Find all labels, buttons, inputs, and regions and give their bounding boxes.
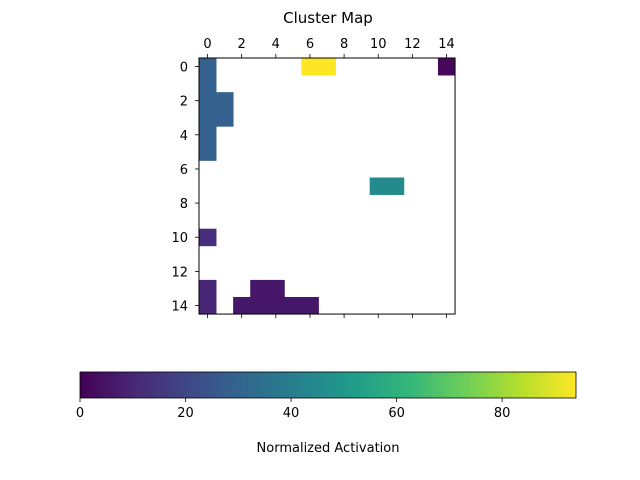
heatmap-cell: [199, 92, 217, 110]
heatmap-cell: [199, 296, 217, 315]
heatmap-cell: [199, 109, 217, 127]
chart-title: Cluster Map: [283, 9, 373, 27]
x-tick-label: 8: [340, 37, 348, 52]
y-tick-label: 0: [180, 61, 188, 76]
heatmap-cell: [216, 109, 234, 127]
heatmap-cell: [199, 228, 217, 247]
x-tick-label: 10: [370, 37, 387, 52]
x-tick-label: 4: [272, 37, 280, 52]
heatmap-cell: [199, 279, 217, 298]
heatmap-cell: [386, 177, 405, 195]
colorbar-tick-label: 0: [76, 406, 84, 421]
heatmap-cell: [437, 58, 456, 76]
heatmap-cell: [301, 296, 319, 315]
y-tick-label: 8: [180, 197, 188, 212]
heatmap-cell: [369, 177, 388, 195]
heatmap-cell: [318, 58, 336, 76]
heatmap-cell: [199, 126, 217, 144]
y-tick-label: 4: [180, 129, 188, 144]
colorbar-ticks: 0 20 40 60 80: [76, 398, 511, 421]
y-tick-label: 12: [171, 265, 188, 280]
heatmap-cell: [233, 296, 251, 315]
heatmap: [199, 58, 456, 315]
colorbar-tick-label: 60: [388, 406, 405, 421]
heatmap-cell: [250, 279, 268, 298]
y-tick-label: 14: [171, 300, 188, 315]
colorbar: [79, 371, 577, 399]
heatmap-cell: [216, 92, 234, 110]
x-tick-label: 6: [306, 37, 314, 52]
heatmap-cell: [199, 58, 217, 76]
heatmap-frame: [198, 57, 456, 315]
colorbar-tick-label: 20: [177, 406, 194, 421]
colorbar-tick-label: 40: [283, 406, 300, 421]
y-tick-label: 10: [171, 231, 188, 246]
x-tick-label: 0: [203, 37, 211, 52]
colorbar-tick-label: 80: [494, 406, 511, 421]
heatmap-ticks: 0 2 4 6 8 10 12 14 0 2 4 6 8 10 12 14: [171, 37, 455, 319]
x-tick-label: 2: [238, 37, 246, 52]
heatmap-cell: [199, 143, 217, 161]
heatmap-cell: [284, 296, 302, 315]
heatmap-cell: [199, 75, 217, 93]
x-tick-label: 12: [404, 37, 421, 52]
heatmap-cell: [267, 279, 285, 298]
heatmap-cell: [250, 296, 268, 315]
y-tick-label: 2: [180, 95, 188, 110]
y-tick-label: 6: [180, 163, 188, 178]
x-tick-label: 14: [438, 37, 455, 52]
colorbar-label: Normalized Activation: [257, 441, 400, 456]
heatmap-cell: [267, 296, 285, 315]
heatmap-cell: [301, 58, 319, 76]
